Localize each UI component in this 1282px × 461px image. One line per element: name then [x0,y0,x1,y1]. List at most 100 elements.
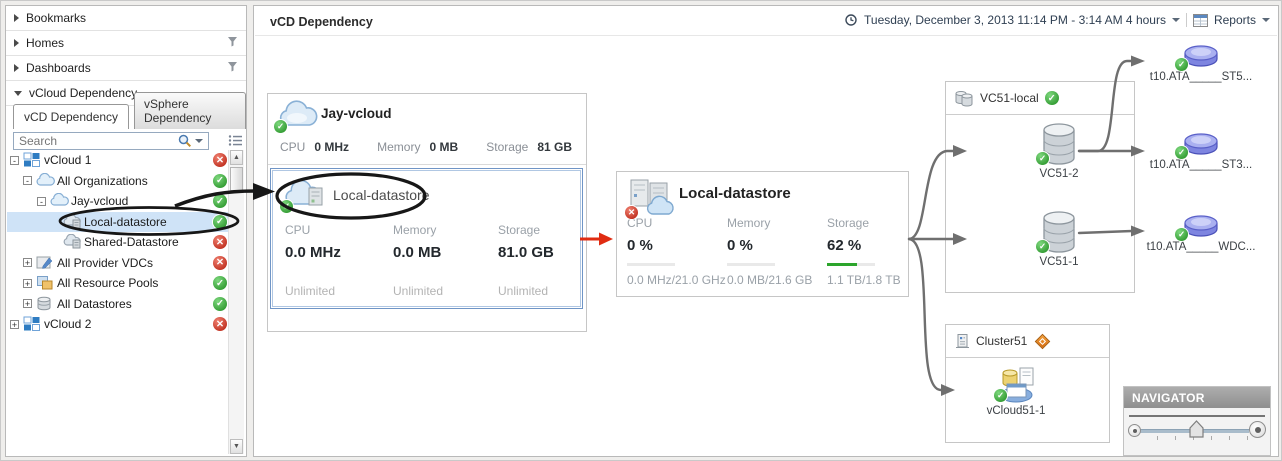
disk-node[interactable]: t10.ATA_____ST5... [1141,41,1261,83]
status-ok-icon [1175,58,1188,71]
metric-detail: 0.0 MHz/21.0 GHz [627,273,726,287]
navigator-panel: NAVIGATOR [1123,386,1271,456]
list-view-icon[interactable] [228,134,243,152]
tab-vcd-dependency[interactable]: vCD Dependency [13,104,130,129]
tree-expand-toggle[interactable] [23,299,32,309]
tree-item-all-datastores[interactable]: All Datastores [7,294,231,315]
disk-node[interactable]: t10.ATA_____ST3... [1141,129,1261,171]
section-label: Bookmarks [26,11,87,25]
navigator-title: NAVIGATOR [1124,387,1270,408]
tree-item-label: All Organizations [57,173,148,188]
tree-expand-toggle[interactable] [23,176,32,186]
tree-expand-toggle[interactable] [10,319,19,329]
status-ok-icon [274,120,287,133]
status-ok-icon [1036,152,1049,165]
slider-thumb[interactable] [1189,420,1204,444]
cpu-usage-bar [627,263,675,266]
tree-search-box [13,132,209,150]
tree-expand-toggle[interactable] [37,196,46,206]
reports-button[interactable]: Reports [1213,13,1256,27]
tree-item-jay-vcloud[interactable]: Jay-vcloud [7,191,231,212]
tree-item-all-organizations[interactable]: All Organizations [7,171,231,192]
memory-usage-bar [727,263,775,266]
sidebar-section-homes[interactable]: Homes [6,31,246,56]
tree-item-label: All Resource Pools [57,276,159,291]
dependency-tabs: vCD Dependency vSphere Dependency [6,92,246,129]
time-range-label[interactable]: Tuesday, December 3, 2013 11:14 PM - 3:1… [864,13,1166,27]
tree-item-shared-datastore[interactable]: Shared-Datastore [7,232,231,253]
scroll-up-button[interactable]: ▲ [230,150,243,165]
tab-vsphere-dependency[interactable]: vSphere Dependency [134,92,246,129]
disk-icon [1175,211,1221,241]
page-title: vCD Dependency [270,15,373,29]
cloud-datastore-icon [63,213,82,230]
chevron-down-icon [14,90,22,96]
tree-item-label: All Datastores [57,296,132,311]
metric-value: 0.0 MHz [285,244,341,261]
status-error-icon [625,206,638,219]
metric-value: 0.0 MB [393,244,442,261]
status-ok-icon [1175,146,1188,159]
tree-item-label: Shared-Datastore [84,235,179,250]
search-input[interactable] [14,134,178,148]
metric-label: Memory [727,216,771,230]
zoom-in-button[interactable] [1249,421,1266,438]
tree-expand-toggle[interactable] [10,155,19,165]
zoom-slider[interactable] [1127,417,1267,451]
vc51-local-card[interactable]: VC51-local VC51-2 VC51-1 [945,81,1135,293]
search-icon[interactable] [178,134,192,148]
cluster51-card[interactable]: Cluster51 vCloud51-1 [945,324,1110,443]
tree-item-vcloud-2[interactable]: vCloud 2 [7,314,231,335]
metric-label: CPU [627,216,653,230]
search-options-caret[interactable] [195,139,203,143]
metric-value: 0 % [727,237,753,254]
host-building-icon [954,333,970,349]
tree-item-label: Jay-vcloud [71,194,129,209]
tree-item-vcloud-1[interactable]: vCloud 1 [7,150,231,171]
filter-funnel-icon[interactable] [227,61,238,75]
header-separator [255,35,1277,36]
metric-memory: Memory 0.0 MB Unlimited [393,223,493,298]
selected-datastore-card[interactable]: Local-datastore CPU 0.0 MHz Unlimited Me… [270,168,583,309]
metric-sub: Unlimited [393,284,444,298]
metric-value: 0 MHz [314,140,350,154]
tree-expand-toggle[interactable] [23,258,32,268]
metric-label: Storage [827,216,870,230]
tree-item-all-resource-pools[interactable]: All Resource Pools [7,273,231,294]
storage-usage-bar [827,263,875,266]
disk-node[interactable]: t10.ATA_____WDC... [1141,211,1261,253]
time-range-caret[interactable] [1171,18,1180,22]
metric-value: 0 MB [429,140,459,154]
zoom-out-button[interactable] [1128,424,1141,437]
filter-funnel-icon[interactable] [227,36,238,50]
chevron-right-icon [14,39,19,47]
tree-item-label: Local-datastore [84,214,167,229]
status-error-icon [213,255,227,270]
tree-expand-toggle[interactable] [23,278,32,288]
scrollbar-thumb[interactable] [230,167,243,191]
sidebar-section-dashboards[interactable]: Dashboards [6,56,246,81]
vcloud-grid-icon [23,316,42,332]
node-vc51-2[interactable]: VC51-2 [1019,122,1099,180]
cluster-card-title: Cluster51 [976,334,1028,348]
datastore-detail-card[interactable]: Local-datastore CPU 0 % 0.0 MHz/21.0 GHz… [616,171,909,297]
vcloud-cell-icon [994,367,1036,403]
metric-storage: Storage 62 % 1.1 TB/1.8 TB [827,216,922,287]
cloud-icon [50,193,69,209]
metric-sub: Unlimited [285,284,336,298]
tree-scrollbar[interactable]: ▲ ▼ [228,150,244,454]
node-vcloud51-1[interactable]: vCloud51-1 [966,367,1066,417]
divider [1185,13,1187,27]
org-card-header: Jay-vcloud CPU 0 MHz Memory 0 MB Storage 81… [268,94,586,165]
vcloud-grid-icon [23,152,42,168]
tree-item-label: All Provider VDCs [57,255,154,270]
reports-caret[interactable] [1262,18,1270,22]
tree-item-local-datastore[interactable]: Local-datastore [7,211,231,232]
node-vc51-1[interactable]: VC51-1 [1019,210,1099,268]
metric-value: 81 GB [537,140,572,154]
tree-item-all-provider-vdcs[interactable]: All Provider VDCs [7,253,231,274]
scroll-down-button[interactable]: ▼ [230,439,243,454]
sidebar-section-bookmarks[interactable]: Bookmarks [6,6,246,31]
metric-label: CPU [280,140,306,154]
